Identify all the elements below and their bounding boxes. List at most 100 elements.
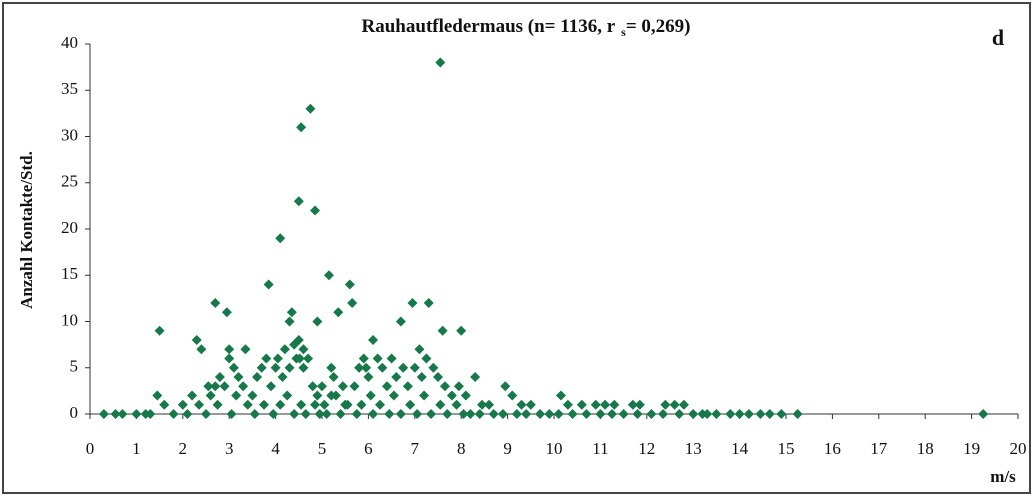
point xyxy=(658,409,669,419)
point xyxy=(743,409,754,419)
point xyxy=(312,390,323,401)
point xyxy=(252,372,263,382)
title-end: = 0,269) xyxy=(626,16,691,37)
point xyxy=(678,399,689,410)
point xyxy=(627,399,638,410)
point xyxy=(194,399,205,410)
point xyxy=(465,409,476,419)
point xyxy=(270,362,281,373)
point xyxy=(567,409,578,419)
point xyxy=(205,390,216,401)
point xyxy=(581,409,592,419)
panel-label: d xyxy=(992,25,1004,50)
point xyxy=(203,381,214,392)
y-tick-label: 5 xyxy=(70,357,79,376)
x-tick-label: 12 xyxy=(638,439,655,458)
y-tick-label: 15 xyxy=(61,264,78,283)
point xyxy=(298,362,309,373)
x-tick-label: 11 xyxy=(592,439,608,458)
point xyxy=(395,316,406,327)
point xyxy=(314,409,325,419)
x-tick-label: 18 xyxy=(917,439,934,458)
point xyxy=(293,196,304,207)
point xyxy=(256,362,267,373)
point xyxy=(249,409,260,419)
point xyxy=(368,335,379,345)
point xyxy=(182,409,193,419)
point xyxy=(776,409,787,419)
chart-title: Rauhautfledermaus (n= 1136, r s= 0,269) xyxy=(362,16,691,38)
point xyxy=(196,344,207,355)
point xyxy=(282,390,293,401)
point xyxy=(477,399,488,410)
point xyxy=(521,409,532,419)
x-tick-label: 4 xyxy=(271,439,280,458)
point xyxy=(402,381,413,392)
point xyxy=(351,409,362,419)
point xyxy=(191,335,202,345)
point xyxy=(263,279,274,290)
title-sub: s xyxy=(621,25,626,39)
point xyxy=(590,399,601,410)
point xyxy=(242,399,253,410)
point xyxy=(412,409,423,419)
point xyxy=(460,390,471,401)
point xyxy=(511,409,522,419)
point xyxy=(168,409,179,419)
x-tick-label: 19 xyxy=(963,439,980,458)
point xyxy=(117,409,128,419)
point xyxy=(310,205,321,216)
point xyxy=(259,399,269,410)
point xyxy=(458,409,469,419)
point xyxy=(488,409,499,419)
x-tick-label: 14 xyxy=(731,439,749,458)
point xyxy=(284,316,295,327)
x-tick-label: 1 xyxy=(132,439,141,458)
point xyxy=(755,409,766,419)
y-tick-label: 20 xyxy=(61,218,78,237)
point xyxy=(296,122,307,133)
point xyxy=(669,399,680,410)
point xyxy=(317,381,327,392)
point xyxy=(497,409,508,419)
point xyxy=(294,353,305,364)
point xyxy=(377,362,388,373)
point xyxy=(335,409,346,419)
point xyxy=(646,409,657,419)
point xyxy=(553,409,564,419)
x-axis-label: m/s xyxy=(990,467,1016,486)
point xyxy=(544,409,555,419)
y-tick-label: 40 xyxy=(61,33,78,52)
point xyxy=(365,390,376,401)
x-tick-label: 13 xyxy=(685,439,702,458)
point xyxy=(238,381,249,392)
point xyxy=(484,399,495,410)
point xyxy=(300,409,311,419)
point xyxy=(407,298,418,308)
x-tick-label: 6 xyxy=(364,439,373,458)
point xyxy=(303,353,314,364)
x-tick-label: 9 xyxy=(503,439,512,458)
point xyxy=(632,409,643,419)
point xyxy=(456,325,467,336)
point xyxy=(386,353,397,364)
title-main: Rauhautfledermaus (n= 1136, r xyxy=(362,16,616,37)
point xyxy=(368,409,379,419)
point xyxy=(344,279,355,290)
point xyxy=(423,298,434,308)
point xyxy=(275,399,286,410)
point xyxy=(307,381,318,392)
point xyxy=(214,372,225,382)
point xyxy=(507,390,518,401)
point xyxy=(98,409,109,419)
point xyxy=(395,409,406,419)
point xyxy=(734,409,745,419)
point xyxy=(384,409,395,419)
point xyxy=(212,399,223,410)
point xyxy=(674,409,685,419)
x-tick-label: 5 xyxy=(318,439,327,458)
point xyxy=(312,316,323,327)
point xyxy=(219,381,230,392)
point xyxy=(439,381,450,392)
